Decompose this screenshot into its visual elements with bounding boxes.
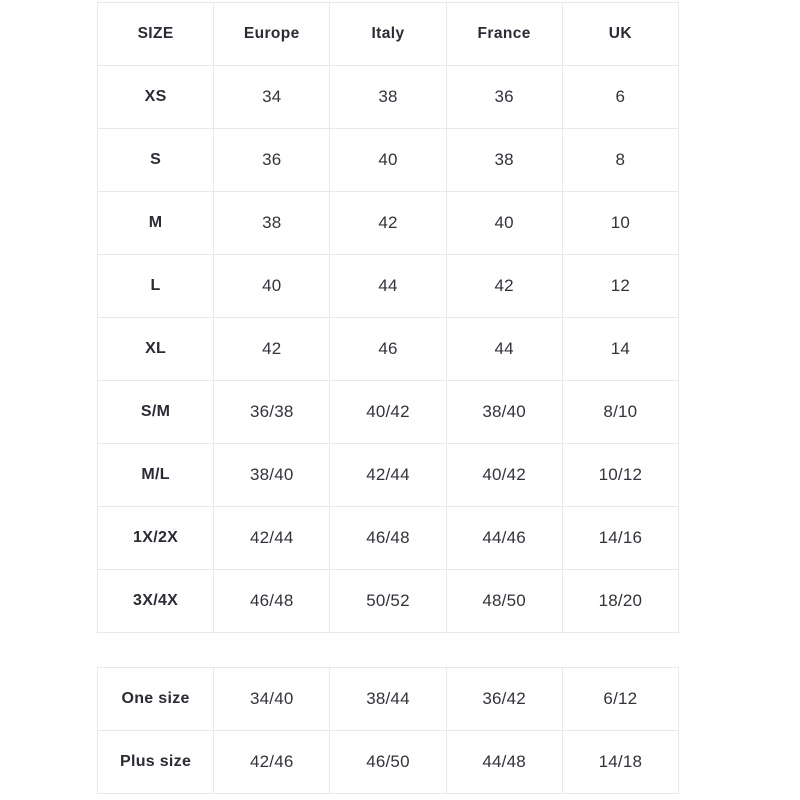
cell-italy: 46/50 [329, 730, 447, 794]
cell-france: 40 [445, 191, 563, 255]
cell-uk: 14 [561, 317, 680, 381]
row-label: M [96, 191, 215, 255]
cell-uk: 8/10 [561, 380, 680, 444]
cell-italy: 44 [329, 254, 447, 318]
row-label: 1X/2X [96, 506, 215, 570]
cell-italy: 50/52 [329, 569, 447, 633]
cell-uk: 10/12 [561, 443, 680, 507]
cell-france: 44 [445, 317, 563, 381]
one-size-plus-size-table: One size 34/40 38/44 36/42 6/12 Plus siz… [96, 667, 680, 794]
table-header-row: SIZE Europe Italy France UK [96, 2, 680, 66]
row-label-plus-size: Plus size [96, 730, 215, 794]
cell-europe: 40 [213, 254, 331, 318]
cell-europe: 42/44 [213, 506, 331, 570]
cell-france: 44/48 [445, 730, 563, 794]
cell-uk: 6 [561, 65, 680, 129]
table-row: XL 42 46 44 14 [96, 317, 680, 381]
row-label: 3X/4X [96, 569, 215, 633]
column-header-uk: UK [561, 2, 680, 66]
cell-france: 38 [445, 128, 563, 192]
table-row: M/L 38/40 42/44 40/42 10/12 [96, 443, 680, 507]
cell-italy: 38 [329, 65, 447, 129]
cell-europe: 38 [213, 191, 331, 255]
table-row: 3X/4X 46/48 50/52 48/50 18/20 [96, 569, 680, 633]
row-label: M/L [96, 443, 215, 507]
cell-uk: 8 [561, 128, 680, 192]
cell-italy: 40 [329, 128, 447, 192]
row-label: XS [96, 65, 215, 129]
cell-italy: 42 [329, 191, 447, 255]
column-header-size: SIZE [96, 2, 215, 66]
cell-uk: 10 [561, 191, 680, 255]
cell-uk: 12 [561, 254, 680, 318]
table-row: S 36 40 38 8 [96, 128, 680, 192]
table-row: M 38 42 40 10 [96, 191, 680, 255]
cell-france: 48/50 [445, 569, 563, 633]
table-row: Plus size 42/46 46/50 44/48 14/18 [96, 730, 680, 794]
column-header-italy: Italy [329, 2, 447, 66]
cell-europe: 42 [213, 317, 331, 381]
cell-france: 36/42 [445, 667, 563, 731]
cell-france: 42 [445, 254, 563, 318]
cell-europe: 42/46 [213, 730, 331, 794]
table-row: One size 34/40 38/44 36/42 6/12 [96, 667, 680, 731]
cell-europe: 46/48 [213, 569, 331, 633]
cell-uk: 14/16 [561, 506, 680, 570]
cell-uk: 6/12 [561, 667, 680, 731]
cell-europe: 36 [213, 128, 331, 192]
table-row: S/M 36/38 40/42 38/40 8/10 [96, 380, 680, 444]
row-label: XL [96, 317, 215, 381]
table-row: 1X/2X 42/44 46/48 44/46 14/16 [96, 506, 680, 570]
row-label-one-size: One size [96, 667, 215, 731]
table-header: SIZE Europe Italy France UK [96, 2, 680, 66]
cell-italy: 46/48 [329, 506, 447, 570]
table-body: One size 34/40 38/44 36/42 6/12 Plus siz… [96, 667, 680, 794]
cell-italy: 46 [329, 317, 447, 381]
table-row: XS 34 38 36 6 [96, 65, 680, 129]
column-header-europe: Europe [213, 2, 331, 66]
table-row: L 40 44 42 12 [96, 254, 680, 318]
cell-europe: 34/40 [213, 667, 331, 731]
size-conversion-table: SIZE Europe Italy France UK XS 34 38 36 … [96, 2, 680, 633]
cell-italy: 40/42 [329, 380, 447, 444]
table-body: XS 34 38 36 6 S 36 40 38 8 M 38 42 40 10 [96, 65, 680, 633]
cell-uk: 14/18 [561, 730, 680, 794]
cell-europe: 34 [213, 65, 331, 129]
row-label: S/M [96, 380, 215, 444]
cell-uk: 18/20 [561, 569, 680, 633]
cell-italy: 38/44 [329, 667, 447, 731]
column-header-france: France [445, 2, 563, 66]
cell-europe: 36/38 [213, 380, 331, 444]
cell-france: 38/40 [445, 380, 563, 444]
cell-france: 36 [445, 65, 563, 129]
cell-europe: 38/40 [213, 443, 331, 507]
row-label: S [96, 128, 215, 192]
cell-france: 40/42 [445, 443, 563, 507]
row-label: L [96, 254, 215, 318]
cell-italy: 42/44 [329, 443, 447, 507]
cell-france: 44/46 [445, 506, 563, 570]
